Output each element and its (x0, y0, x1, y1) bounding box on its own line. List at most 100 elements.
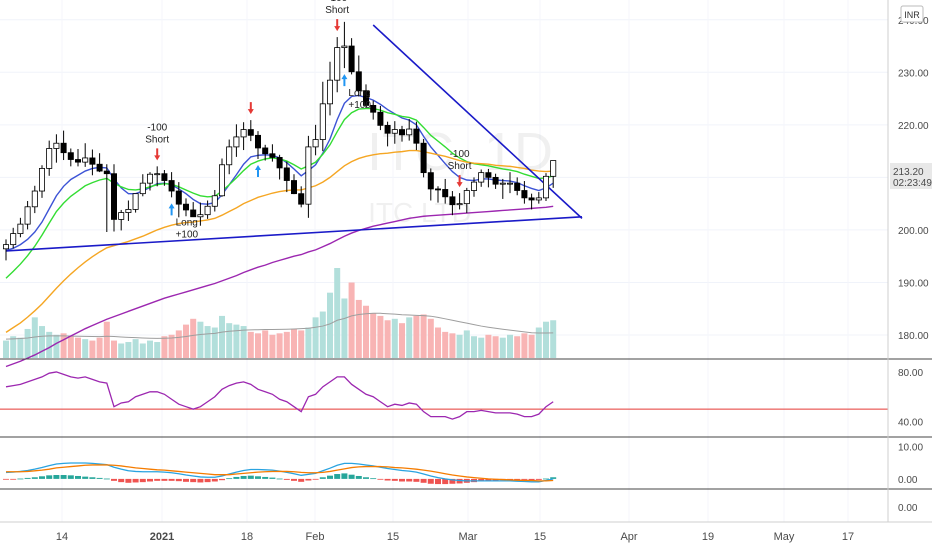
volume-bar (384, 320, 391, 358)
candle (132, 193, 139, 213)
volume-bar (449, 333, 456, 358)
candle (82, 143, 89, 167)
volume-bar (348, 282, 355, 358)
volume-bar (132, 339, 139, 358)
candle-body (139, 182, 146, 195)
last-price-value: 213.20 (893, 167, 924, 178)
candle-body (154, 173, 161, 176)
candle (535, 192, 542, 204)
candle (326, 61, 333, 116)
candle (103, 164, 110, 233)
volume-bar (240, 326, 247, 358)
candle-body (463, 190, 470, 205)
strategy-annotations: -100ShortLong+100-100ShortLong+100-100Sh… (145, 0, 472, 240)
candle-body (24, 206, 31, 225)
last-price-box (890, 163, 932, 189)
time-axis[interactable]: 14 2021 18 Feb 15 Mar 15 Apr 19 May 17 (56, 531, 854, 543)
macd-histogram-bar (168, 478, 175, 481)
macd-histogram-bar (46, 475, 53, 479)
time-tick-label: 18 (241, 531, 253, 543)
trendlines[interactable] (5, 24, 583, 252)
candle-body (370, 104, 377, 113)
candle (24, 201, 31, 230)
candle (247, 120, 254, 142)
candle-body (283, 167, 290, 181)
time-tick-label: Apr (620, 531, 637, 543)
macd-histogram-bar (514, 478, 521, 480)
candle (319, 81, 326, 152)
volume-bar (499, 337, 506, 358)
candle (60, 130, 67, 161)
candle-body (10, 233, 17, 246)
candle-body (211, 195, 218, 207)
candle (226, 139, 233, 175)
candle-body (470, 181, 477, 191)
candle (406, 119, 413, 141)
candle (355, 55, 362, 97)
macd-histogram-bar (370, 478, 377, 480)
time-tick-label: 17 (842, 531, 854, 543)
macd-histogram-bar (154, 478, 161, 481)
candle-body (218, 164, 225, 197)
candle-body (456, 203, 463, 206)
macd-panel: 0.00 10.00 0.00 (3, 442, 923, 514)
macd-signal-line (6, 464, 554, 482)
candle-body (39, 168, 46, 192)
macd-histogram-bar (305, 478, 312, 481)
candle-body (341, 45, 348, 49)
volume-bar (103, 321, 110, 358)
candle (463, 187, 470, 214)
macd-tick-label: 10.00 (898, 442, 923, 453)
trendline[interactable] (5, 215, 583, 252)
candle-body (46, 148, 53, 169)
annotation (247, 102, 254, 115)
volume-bar (514, 336, 521, 358)
macd-histogram-bar (31, 477, 38, 479)
candle (370, 100, 377, 120)
candle (233, 124, 240, 157)
candle (290, 174, 297, 195)
volume-bar (161, 336, 168, 358)
macd-histogram-bar (247, 475, 254, 479)
volume-bar (521, 333, 528, 358)
macd-histogram-bar (327, 475, 333, 479)
annotation-text: +100 (176, 229, 199, 240)
candle (305, 135, 312, 218)
volume-bar (305, 327, 312, 358)
candle-body (506, 182, 513, 185)
volume-bar (96, 337, 103, 358)
macd-histogram-bar (312, 478, 319, 480)
volume-bar (139, 343, 146, 358)
candle-body (384, 124, 391, 134)
macd-histogram-bar (442, 478, 449, 485)
candle-body (406, 128, 413, 136)
candle (377, 105, 384, 131)
candle-body (168, 180, 175, 192)
volume-bar (535, 327, 542, 358)
candle (111, 164, 118, 232)
currency-button[interactable]: INR (900, 5, 924, 23)
macd-histogram-bar (219, 478, 225, 481)
volume-bar (190, 318, 197, 358)
macd-histogram-bar (89, 477, 96, 479)
candle (211, 189, 218, 212)
candle (269, 144, 276, 162)
annotation-text: Long (348, 88, 370, 99)
volume-bar (456, 334, 463, 358)
candle (161, 170, 168, 186)
candle (492, 173, 499, 189)
macd-histogram-bar (427, 478, 434, 484)
volume-bar (377, 315, 384, 358)
long-arrow-icon (168, 203, 175, 216)
candle-body (96, 163, 103, 172)
candle-body (398, 129, 405, 136)
candle-body (3, 244, 9, 250)
candle (240, 122, 247, 151)
candle-body (190, 209, 197, 218)
volume-bar (478, 337, 485, 358)
volume-ma-series (5, 312, 554, 340)
volume-bar (391, 318, 398, 358)
macd-histogram-bar (67, 475, 74, 479)
macd-histogram-bar (391, 478, 398, 481)
